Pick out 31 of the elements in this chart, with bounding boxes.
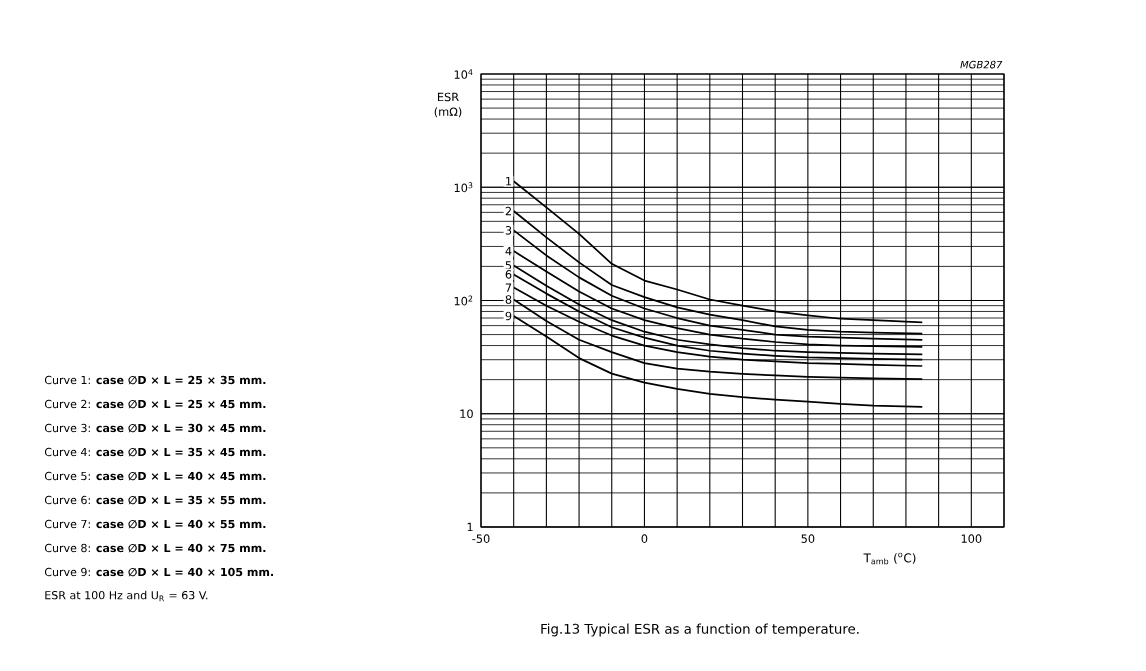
series-label: 4 [505,246,512,256]
x-axis-title: T$_{amb}$ ($^{o}$C) [863,552,916,565]
text: MGB287 [960,60,1003,69]
text: Curve 7: case ∅D × L = 40 × 55 mm. [44,519,266,529]
series-label: 8 [505,295,512,304]
text: Curve 8: case ∅D × L = 40 × 75 mm. [44,543,266,553]
text: Fig.13 Typical ESR as a function of temperature. [541,623,859,637]
text: Curve 5: case ∅D × L = 40 × 45 mm. [44,471,266,481]
y-axis-title: ESR (mΩ) [434,92,462,118]
series-label: 9 [505,311,512,321]
text: Curve 1: case ∅D × L = 25 × 35 mm. [44,375,266,385]
y-tick-label: 10$^{3}$ [454,182,473,193]
y-tick-label: 1 [467,522,473,532]
text: Curve 4: case ∅D × L = 35 × 45 mm. [44,447,266,457]
series-label: 2 [505,206,511,216]
series-label: 1 [506,177,512,186]
text: ESR at 100 Hz and U$_{R}$ = 63 V. [45,590,208,602]
series-label: 7 [505,283,512,292]
text: Curve 9: case ∅D × L = 40 × 105 mm. [44,567,274,577]
x-tick-label: -50 [472,534,490,543]
text: Curve 3: case ∅D × L = 30 × 45 mm. [44,423,266,433]
text: Curve 2: case ∅D × L = 25 × 45 mm. [44,399,266,409]
x-tick-label: 100 [961,534,982,543]
y-tick-label: 10 [460,409,473,419]
x-tick-label: 50 [801,534,815,543]
series-label: 6 [505,270,512,279]
y-tick-label: 10$^{2}$ [454,295,473,306]
series-label: 3 [505,226,512,235]
y-tick-label: 10$^{4}$ [454,69,473,79]
text: Curve 6: case ∅D × L = 35 × 55 mm. [44,495,266,505]
x-tick-label: 0 [641,534,648,543]
